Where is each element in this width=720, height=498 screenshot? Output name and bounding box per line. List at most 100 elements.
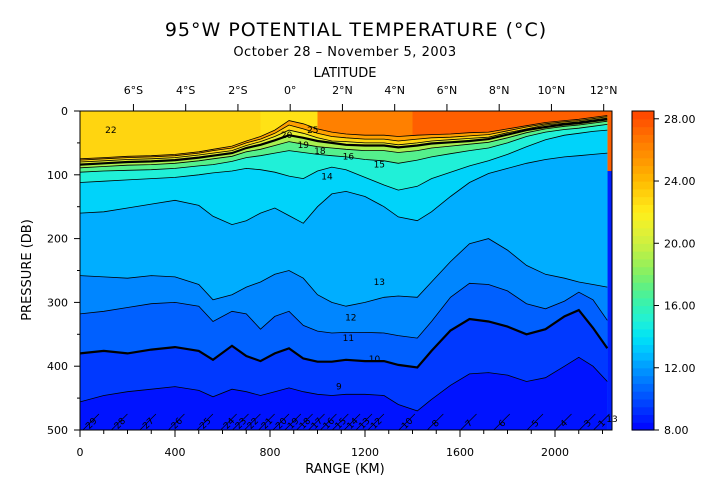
colorbar-tick-label: 28.00 — [664, 113, 696, 126]
ctd-station-tick — [460, 413, 477, 431]
ctd-station-tick — [526, 413, 544, 431]
colorbar-swatch — [632, 352, 654, 361]
colorbar-swatch — [632, 111, 654, 120]
isotherm-14 — [80, 129, 608, 191]
ctd-station-tick — [308, 413, 325, 431]
isotherm-label: 14 — [321, 173, 333, 183]
ctd-station-tick — [332, 413, 349, 431]
lat-tick-label: 8°N — [489, 84, 510, 97]
ctd-station-tick — [258, 413, 275, 431]
y-tick-label: 500 — [47, 424, 68, 437]
colorbar-swatch — [632, 227, 654, 237]
isotherm-label: 9 — [336, 383, 342, 393]
y-axis-label: PRESSURE (DB) — [20, 219, 35, 321]
ctd-station: 5 — [526, 413, 544, 431]
colorbar-swatch — [632, 328, 654, 338]
ctd-station-tick — [296, 413, 313, 431]
x-tick-label: 2000 — [541, 446, 569, 459]
latitude-axis-label: LATITUDE — [314, 66, 377, 81]
x-tick-label: 400 — [165, 446, 186, 459]
colorbar-swatch — [632, 142, 654, 151]
colorbar-swatch — [632, 282, 654, 291]
isotherm-10 — [80, 308, 609, 369]
isotherm-26 — [80, 115, 608, 160]
ctd-station: 4 — [555, 413, 572, 431]
lat-tick-label: 0° — [284, 84, 297, 97]
ctd-station-label: 6 — [497, 418, 508, 429]
colorbar-tick-label: 20.00 — [664, 237, 696, 250]
isotherm-20 — [80, 118, 608, 166]
y-tick-label: 400 — [47, 360, 68, 373]
isotherm-13 — [80, 152, 608, 226]
colorbar-tick-label: 12.00 — [664, 362, 696, 375]
colorbar-tick-label: 16.00 — [664, 300, 696, 313]
colorbar-swatch — [632, 383, 654, 392]
colorbar-swatch — [632, 173, 654, 182]
ctd-station-label: 4 — [559, 418, 570, 429]
colorbar-swatch — [632, 118, 654, 128]
ctd-station-tick — [220, 413, 237, 431]
colorbar-swatch — [632, 212, 654, 221]
ctd-station-tick — [139, 413, 157, 431]
x-tick-label: 0 — [77, 446, 84, 459]
ctd-station: 7 — [460, 413, 477, 431]
colorbar-swatch — [632, 321, 654, 330]
colorbar-tick-label: 24.00 — [664, 175, 696, 188]
ctd-station: 3 — [579, 413, 596, 431]
y-tick-label: 100 — [47, 169, 68, 182]
ctd-station-tick — [579, 413, 596, 431]
colorbar-swatch — [632, 359, 654, 369]
colorbar-swatch — [632, 344, 654, 353]
isotherm-label: 25 — [307, 126, 318, 136]
isotherm-label: 11 — [343, 334, 354, 344]
colorbar-frame — [631, 110, 655, 431]
lat-tick-label: 10°N — [538, 84, 566, 97]
colorbar-swatch — [632, 258, 654, 268]
ctd-station-tick — [367, 413, 385, 431]
pressure-axis: 0 100 200 300 400 500 — [47, 105, 80, 437]
x-tick-label: 800 — [260, 446, 281, 459]
ctd-station-tick — [111, 413, 128, 431]
isotherm-18 — [80, 120, 608, 169]
lat-tick-label: 12°N — [590, 84, 618, 97]
ctd-station-tick — [244, 413, 261, 431]
lat-tick-label: 4°S — [176, 84, 195, 97]
colorbar-swatch — [632, 157, 654, 167]
colorbar-swatch — [632, 422, 654, 431]
ctd-station-label: 5 — [530, 418, 541, 429]
colorbar-tick-label: 8.00 — [664, 424, 689, 437]
colorbar-swatch — [632, 336, 654, 346]
isotherm-12 — [80, 238, 608, 307]
colorbar-swatch — [632, 406, 654, 416]
isotherm-lines — [80, 115, 609, 412]
ctd-station-tick — [272, 413, 290, 431]
isotherm-label: 13 — [374, 278, 385, 288]
ctd-station-tick — [493, 413, 511, 431]
isotherm-label: 15 — [374, 161, 385, 171]
ctd-station-label: 7 — [464, 418, 475, 429]
isotherm-label: 10 — [369, 355, 381, 365]
isotherm-9 — [80, 356, 608, 412]
colorbar-swatch — [632, 297, 654, 307]
y-tick-label: 0 — [61, 105, 68, 118]
range-axis: 0 400 800 1200 1600 2000 — [77, 430, 603, 459]
isotherm-label: 12 — [345, 314, 356, 324]
isotherm-label: 16 — [343, 152, 355, 162]
colorbar-swatch — [632, 243, 654, 252]
ctd-station-tick — [555, 413, 572, 431]
isotherm-16 — [80, 124, 608, 173]
colorbar-swatch — [632, 188, 654, 198]
ctd-station-label: 1 — [597, 418, 608, 429]
ctd-station-tick — [82, 413, 100, 431]
lat-tick-label: 2°N — [332, 84, 353, 97]
isotherm-24 — [80, 116, 608, 161]
colorbar-swatch — [632, 391, 654, 400]
ctd-station-label: 3 — [583, 418, 594, 429]
colorbar-swatch — [632, 196, 654, 205]
ctd-station-tick — [320, 413, 337, 431]
x-tick-label: 1200 — [351, 446, 379, 459]
colorbar: 8.00 12.00 16.00 20.00 24.00 28.00 — [631, 110, 696, 437]
isotherm-label: 19 — [298, 141, 310, 151]
